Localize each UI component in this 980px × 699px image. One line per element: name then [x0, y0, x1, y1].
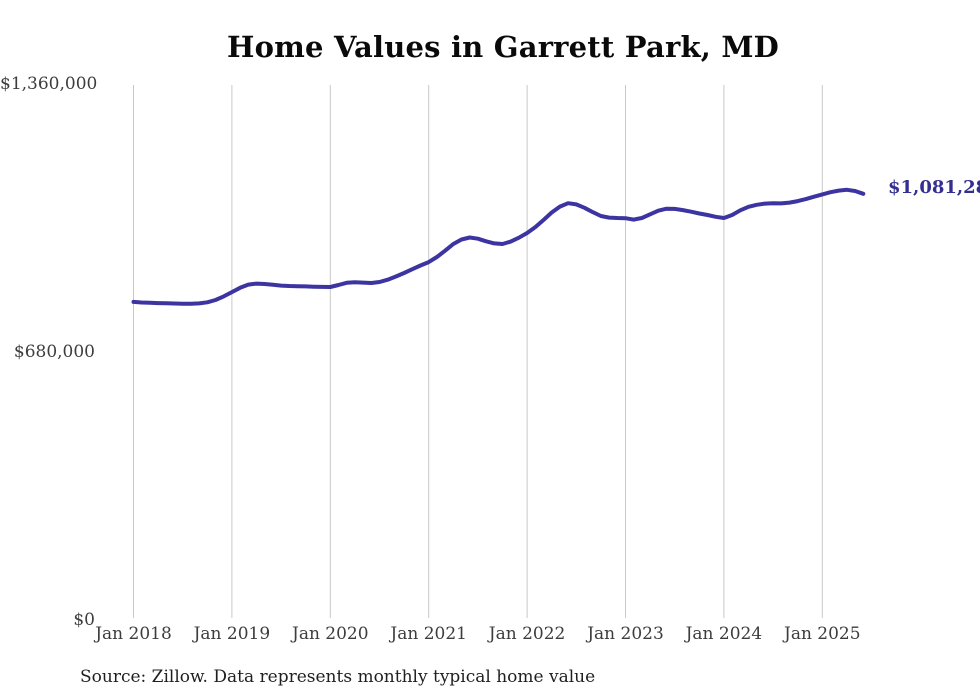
x-axis-tick-jan-2024: Jan 2024 [685, 624, 763, 644]
x-axis-tick-jan-2025: Jan 2025 [784, 624, 861, 644]
y-axis-tick-1360000: $1,360,000 [0, 74, 98, 94]
latest-value-label: $1,081,289 [888, 177, 980, 198]
x-axis-tick-jan-2019: Jan 2019 [193, 624, 271, 644]
x-axis-tick-jan-2022: Jan 2022 [488, 624, 566, 644]
y-axis-tick-680000: $680,000 [13, 342, 95, 362]
y-axis-tick-0: $0 [73, 610, 95, 630]
vertical-gridlines [133, 85, 823, 618]
x-axis-tick-jan-2023: Jan 2023 [587, 624, 664, 644]
chart-title: Home Values in Garrett Park, MD [226, 30, 780, 64]
x-axis-tick-jan-2021: Jan 2021 [390, 624, 467, 644]
x-axis-tick-jan-2018: Jan 2018 [95, 624, 172, 644]
x-axis-tick-jan-2020: Jan 2020 [292, 624, 369, 644]
home-value-line [131, 187, 866, 306]
source-note: Source: Zillow. Data represents monthly … [80, 667, 596, 687]
